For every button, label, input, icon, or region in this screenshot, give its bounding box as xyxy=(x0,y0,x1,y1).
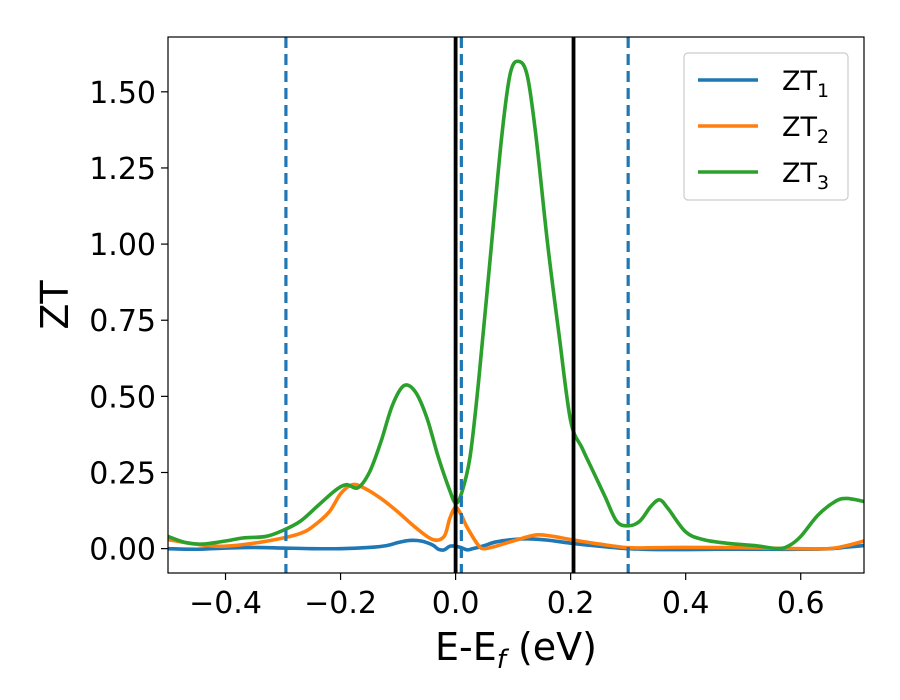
x-tick-label: −0.4 xyxy=(189,586,262,621)
legend-label: ZT1 xyxy=(782,66,829,102)
legend-label: ZT3 xyxy=(782,158,829,194)
plot-frame xyxy=(167,36,865,574)
x-axis-label-unit: (eV) xyxy=(506,625,597,669)
x-tick-label: 0.0 xyxy=(432,586,480,621)
x-axis-label: E-Ef (eV) xyxy=(435,625,597,675)
series-line-zt3 xyxy=(168,59,864,551)
legend-label: ZT2 xyxy=(782,112,829,148)
legend-box xyxy=(683,52,849,201)
series-line-zt2 xyxy=(168,482,864,551)
y-tick-label: 1.00 xyxy=(89,228,156,263)
x-tick-label: 0.2 xyxy=(547,586,595,621)
legend-item-zt3: ZT3 xyxy=(698,158,829,194)
legend-items: ZT1 ZT2 ZT3 xyxy=(698,66,829,194)
x-tick-label: 0.6 xyxy=(777,586,825,621)
reference-lines xyxy=(284,37,630,573)
y-tick-label: 0.00 xyxy=(89,533,156,568)
y-tick-label: 1.25 xyxy=(89,152,156,187)
y-axis-label: ZT xyxy=(33,280,77,330)
x-axis-ticks: −0.4 −0.2 0.0 0.2 0.4 0.6 xyxy=(189,573,825,621)
x-axis-label-main: E-E xyxy=(435,625,497,669)
y-tick-label: 0.75 xyxy=(89,304,156,339)
legend-item-zt2: ZT2 xyxy=(698,112,829,148)
y-axis-ticks: 0.00 0.25 0.50 0.75 1.00 1.25 1.50 xyxy=(89,76,168,568)
legend: ZT1 ZT2 ZT3 xyxy=(683,52,849,201)
y-tick-label: 0.25 xyxy=(89,457,156,492)
x-tick-label: −0.2 xyxy=(304,586,377,621)
y-tick-label: 1.50 xyxy=(89,76,156,111)
x-tick-label: 0.4 xyxy=(662,586,710,621)
legend-item-zt1: ZT1 xyxy=(698,66,829,102)
y-tick-label: 0.50 xyxy=(89,380,156,415)
